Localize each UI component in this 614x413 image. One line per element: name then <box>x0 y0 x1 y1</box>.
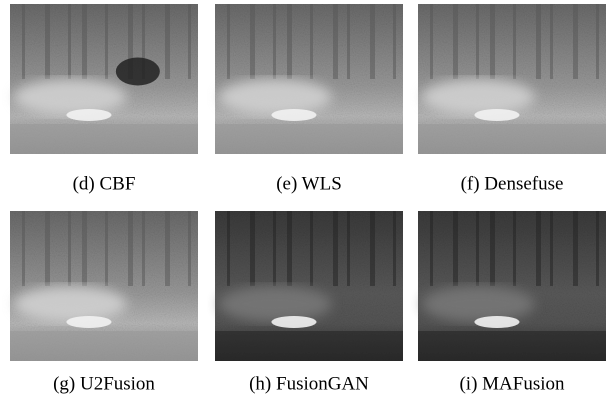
image-panel <box>418 211 606 361</box>
image-panel <box>215 4 403 154</box>
image-panel <box>215 211 403 361</box>
panel-caption: (d) CBF <box>73 173 136 194</box>
panel-caption: (g) U2Fusion <box>53 373 155 394</box>
panel-caption: (i) MAFusion <box>459 373 565 394</box>
panel-caption: (h) FusionGAN <box>249 373 369 394</box>
figure: (d) CBF (e) WLS (f) Densefuse (g) U2Fusion (… <box>0 0 614 408</box>
panel-caption: (f) Densefuse <box>461 173 564 194</box>
panel-caption: (e) WLS <box>276 173 342 194</box>
image-panel <box>10 4 198 154</box>
image-panel <box>10 211 198 361</box>
image-panel <box>418 4 606 154</box>
